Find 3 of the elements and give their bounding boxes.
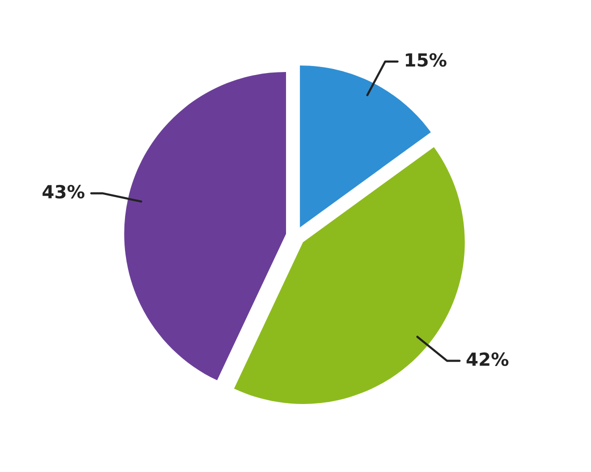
data-label: 15% (406, 53, 446, 67)
data-label: 42% (466, 352, 508, 366)
data-label: 43% (42, 184, 84, 199)
